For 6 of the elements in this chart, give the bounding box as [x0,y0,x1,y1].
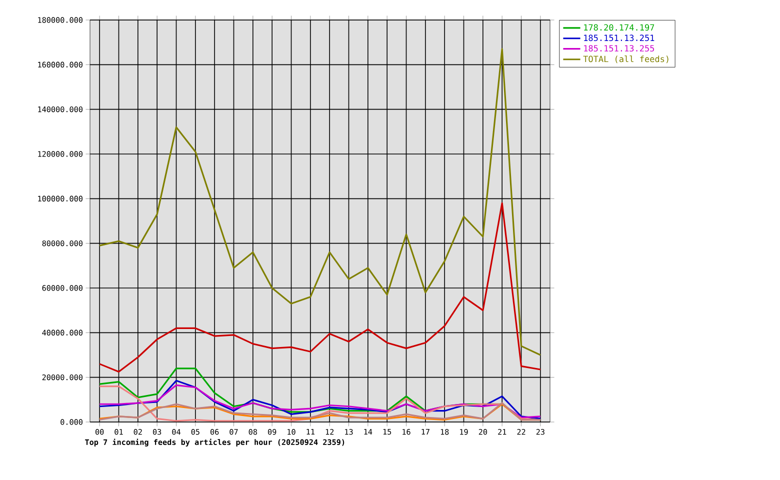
legend-label: 185.151.13.251 [584,34,654,42]
legend-label: TOTAL (all feeds) [583,56,668,64]
line-series [98,202,542,373]
line-series [98,48,542,356]
legend-label: 178.20.174.197 [584,24,654,31]
legend-label: 185.151.13.255 [584,45,654,52]
